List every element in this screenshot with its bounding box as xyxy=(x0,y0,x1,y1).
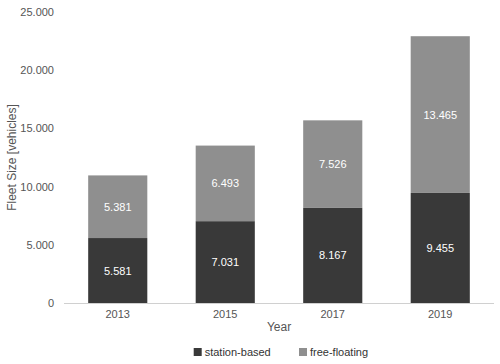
data-label: 5.381 xyxy=(104,201,132,213)
x-tick-label: 2019 xyxy=(428,308,452,320)
y-tick-label: 10.000 xyxy=(20,181,54,193)
x-tick-label: 2015 xyxy=(213,308,237,320)
data-label: 9.455 xyxy=(426,242,454,254)
bar-segment xyxy=(303,208,362,303)
legend: station-based free-floating xyxy=(194,346,368,358)
data-label: 6.493 xyxy=(211,177,239,189)
x-axis: 2013 2015 2017 2019 xyxy=(64,304,494,321)
bar-segment xyxy=(196,146,255,222)
legend-label: station-based xyxy=(205,346,271,358)
y-axis-title: Fleet Size [vehicles] xyxy=(5,104,19,211)
bar-segment xyxy=(88,175,147,238)
legend-swatch xyxy=(194,348,202,356)
y-tick-label: 25.000 xyxy=(20,6,54,18)
y-axis: 0 5.000 10.000 15.000 20.000 25.000 xyxy=(20,6,64,309)
data-label: 7.526 xyxy=(319,158,347,170)
x-tick-label: 2013 xyxy=(106,308,130,320)
data-label: 5.581 xyxy=(104,265,132,277)
data-label: 8.167 xyxy=(319,249,347,261)
y-tick xyxy=(61,128,64,129)
y-tick-label: 5.000 xyxy=(26,239,54,251)
x-axis-title: Year xyxy=(267,320,291,334)
y-tick-label: 15.000 xyxy=(20,122,54,134)
y-tick-label: 0 xyxy=(48,297,54,309)
data-label: 13.465 xyxy=(423,109,457,121)
bars xyxy=(88,36,470,303)
bar-segment xyxy=(88,238,147,303)
y-tick xyxy=(61,303,64,304)
legend-swatch xyxy=(299,348,307,356)
y-tick xyxy=(61,186,64,187)
y-tick-label: 20.000 xyxy=(20,64,54,76)
y-tick xyxy=(61,70,64,71)
bar-segment xyxy=(411,36,470,193)
legend-label: free-floating xyxy=(310,346,368,358)
bar-segment xyxy=(303,120,362,208)
data-label: 7.031 xyxy=(211,256,239,268)
data-labels: 5.581 7.031 8.167 9.455 5.381 6.493 7.526 13.46… xyxy=(104,109,457,277)
bar-segment xyxy=(411,193,470,303)
y-tick xyxy=(61,244,64,245)
x-axis-line xyxy=(64,303,494,304)
chart: 0 5.000 10.000 15.000 20.000 25.000 5.581 7.031… xyxy=(0,0,500,364)
y-tick xyxy=(61,12,64,13)
x-tick-label: 2017 xyxy=(321,308,345,320)
bar-segment xyxy=(196,221,255,303)
